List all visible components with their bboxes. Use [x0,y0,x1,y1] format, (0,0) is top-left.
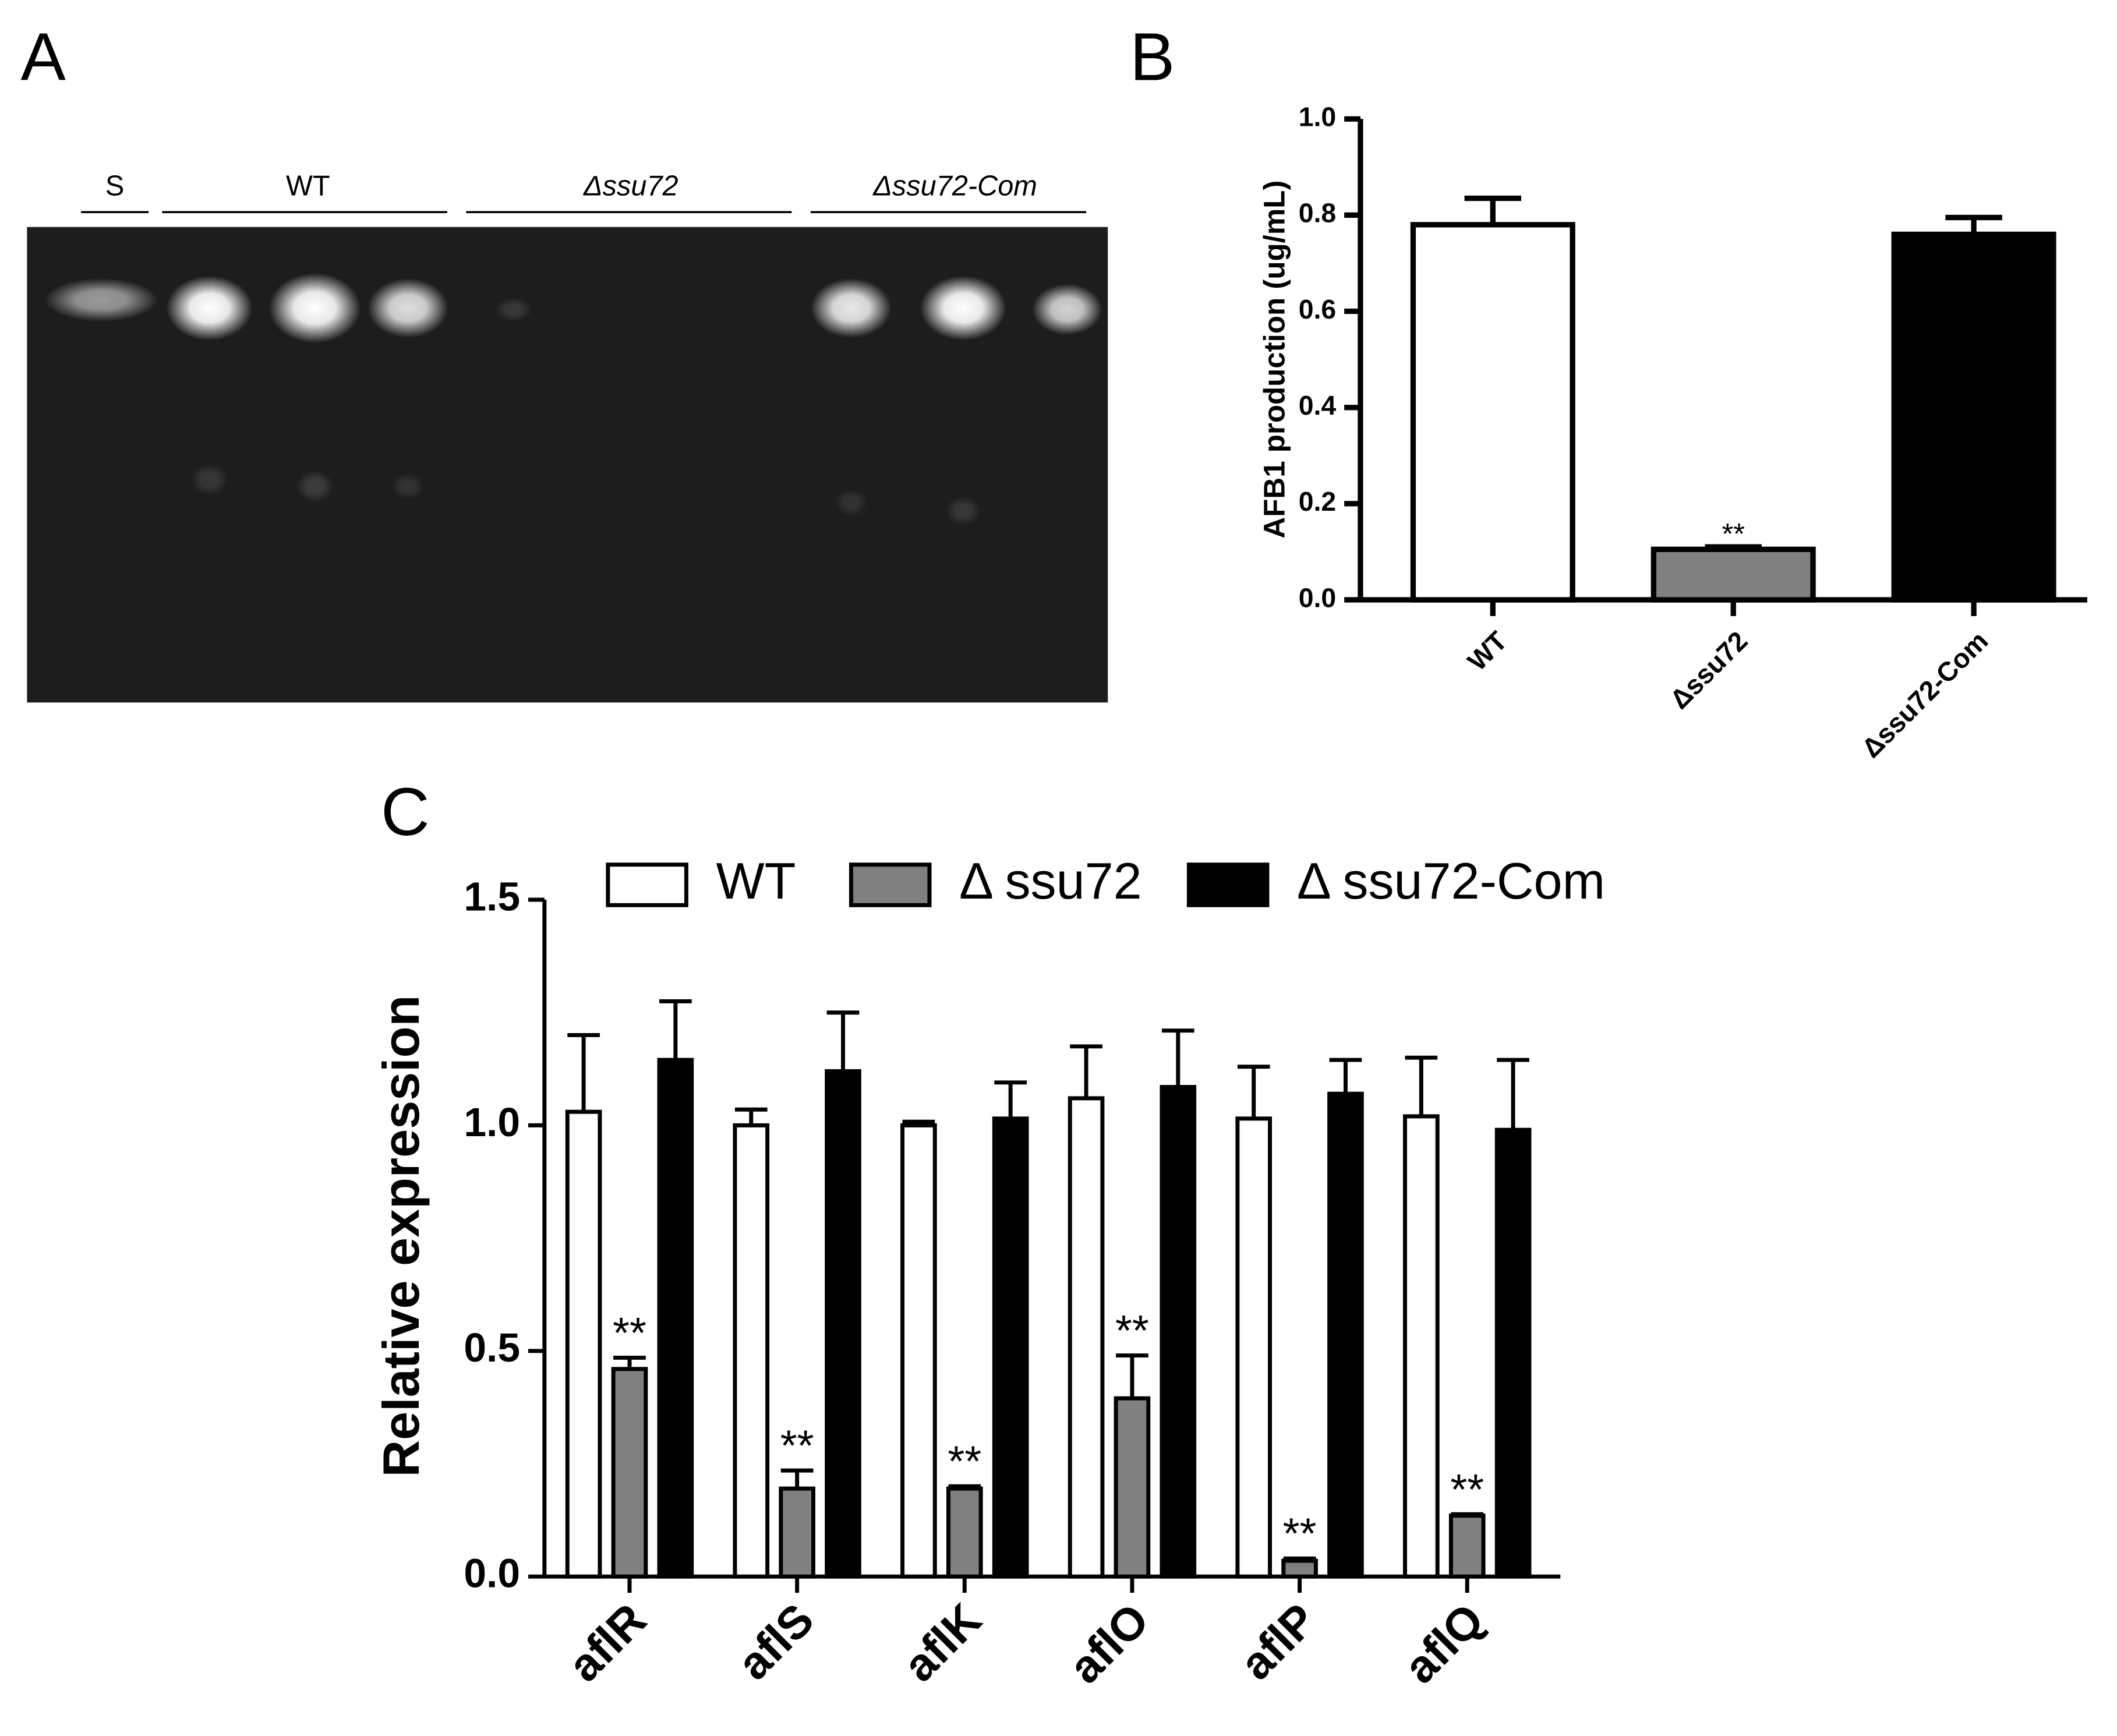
bar [946,1486,983,1579]
bar [992,1116,1029,1579]
significance-label: ** [1722,517,1745,550]
x-tick-label: Δssu72-Com [1856,625,1994,763]
y-tick-label: 1.5 [464,874,520,919]
bar [1235,1116,1273,1579]
x-tick-label: aflQ [1394,1594,1494,1693]
bar [1403,1114,1440,1579]
legend-swatch [606,862,688,907]
legend-label: WT [716,852,796,910]
y-axis-title: Relative expression [372,995,430,1477]
bar [657,1058,694,1579]
bar [1281,1558,1318,1579]
lane-label: Δssu72-Com [872,170,1037,201]
gel-spot [835,489,868,517]
chart: C Relative expression 0.0 0.5 1.0 1.5 ** aflR **… [372,774,1605,1693]
x-tick-label: aflK [893,1594,991,1692]
y-tick-label: 1.0 [1299,101,1336,132]
gel-spot [494,297,532,322]
lane-label: WT [286,170,330,201]
significance-label: ** [948,1437,981,1486]
y-tick-label: 0.8 [1299,198,1336,228]
bar [1494,1127,1532,1579]
bar [825,1069,861,1579]
bar [1160,1085,1197,1579]
y-tick-label: 0.4 [1299,390,1337,420]
gel-spot [268,273,361,344]
x-tick-label: aflR [559,1594,656,1692]
significance-label: ** [1450,1465,1484,1514]
bar [1114,1396,1151,1579]
gel-spot [810,278,892,338]
gel-spot [391,472,425,500]
y-tick-label: 1.0 [464,1099,520,1145]
y-tick-label: 0.0 [1299,582,1336,613]
gel-spot [920,275,1007,341]
lane-label: Δssu72 [583,170,678,201]
panel-label: A [21,19,66,94]
y-axis-title: AFB1 production (ug/mL) [1258,181,1291,539]
gel-spot [44,278,158,322]
significance-label: ** [780,1422,814,1470]
gel-spot [190,463,229,496]
y-tick-label: 0.5 [464,1325,520,1370]
bar [611,1367,648,1579]
significance-label: ** [1115,1306,1149,1355]
legend-swatch [849,862,932,907]
bar [733,1123,770,1579]
x-tick-label: Δssu72 [1664,625,1753,715]
legend-swatch [1186,862,1270,907]
legend-label: Δ ssu72 [959,852,1142,910]
gel-spot [367,278,449,338]
bar [1327,1091,1364,1579]
x-tick-label: aflO [1059,1594,1159,1693]
bar [565,1109,602,1579]
x-tick-label: aflS [727,1594,824,1690]
gel-spot [166,275,253,341]
bar [1891,231,2056,603]
gel-spot [945,496,981,526]
lane-label: S [105,170,125,201]
y-tick-label: 0.2 [1299,486,1336,517]
gel-panel: A S WT Δssu72 Δssu72-Com [21,19,1108,703]
bar [1410,222,1575,603]
chart: B AFB1 production (ug/mL) 0.0 0.2 0.4 0.6 0.8 1… [1130,19,2087,763]
bar [900,1123,937,1579]
panel-label: C [381,774,430,850]
panel-label: B [1130,19,1175,94]
gel-spot [296,470,334,503]
significance-label: ** [613,1309,646,1357]
bar [779,1486,815,1579]
bar [1068,1096,1105,1579]
gel-spot [1032,284,1102,335]
bar [1651,546,1816,603]
bar [1448,1514,1486,1579]
y-tick-label: 0.0 [464,1551,520,1596]
legend-label: Δ ssu72-Com [1297,852,1605,910]
significance-label: ** [1283,1509,1317,1558]
x-tick-label: WT [1462,625,1513,677]
y-tick-label: 0.6 [1299,294,1336,324]
x-tick-label: aflP [1230,1594,1326,1690]
